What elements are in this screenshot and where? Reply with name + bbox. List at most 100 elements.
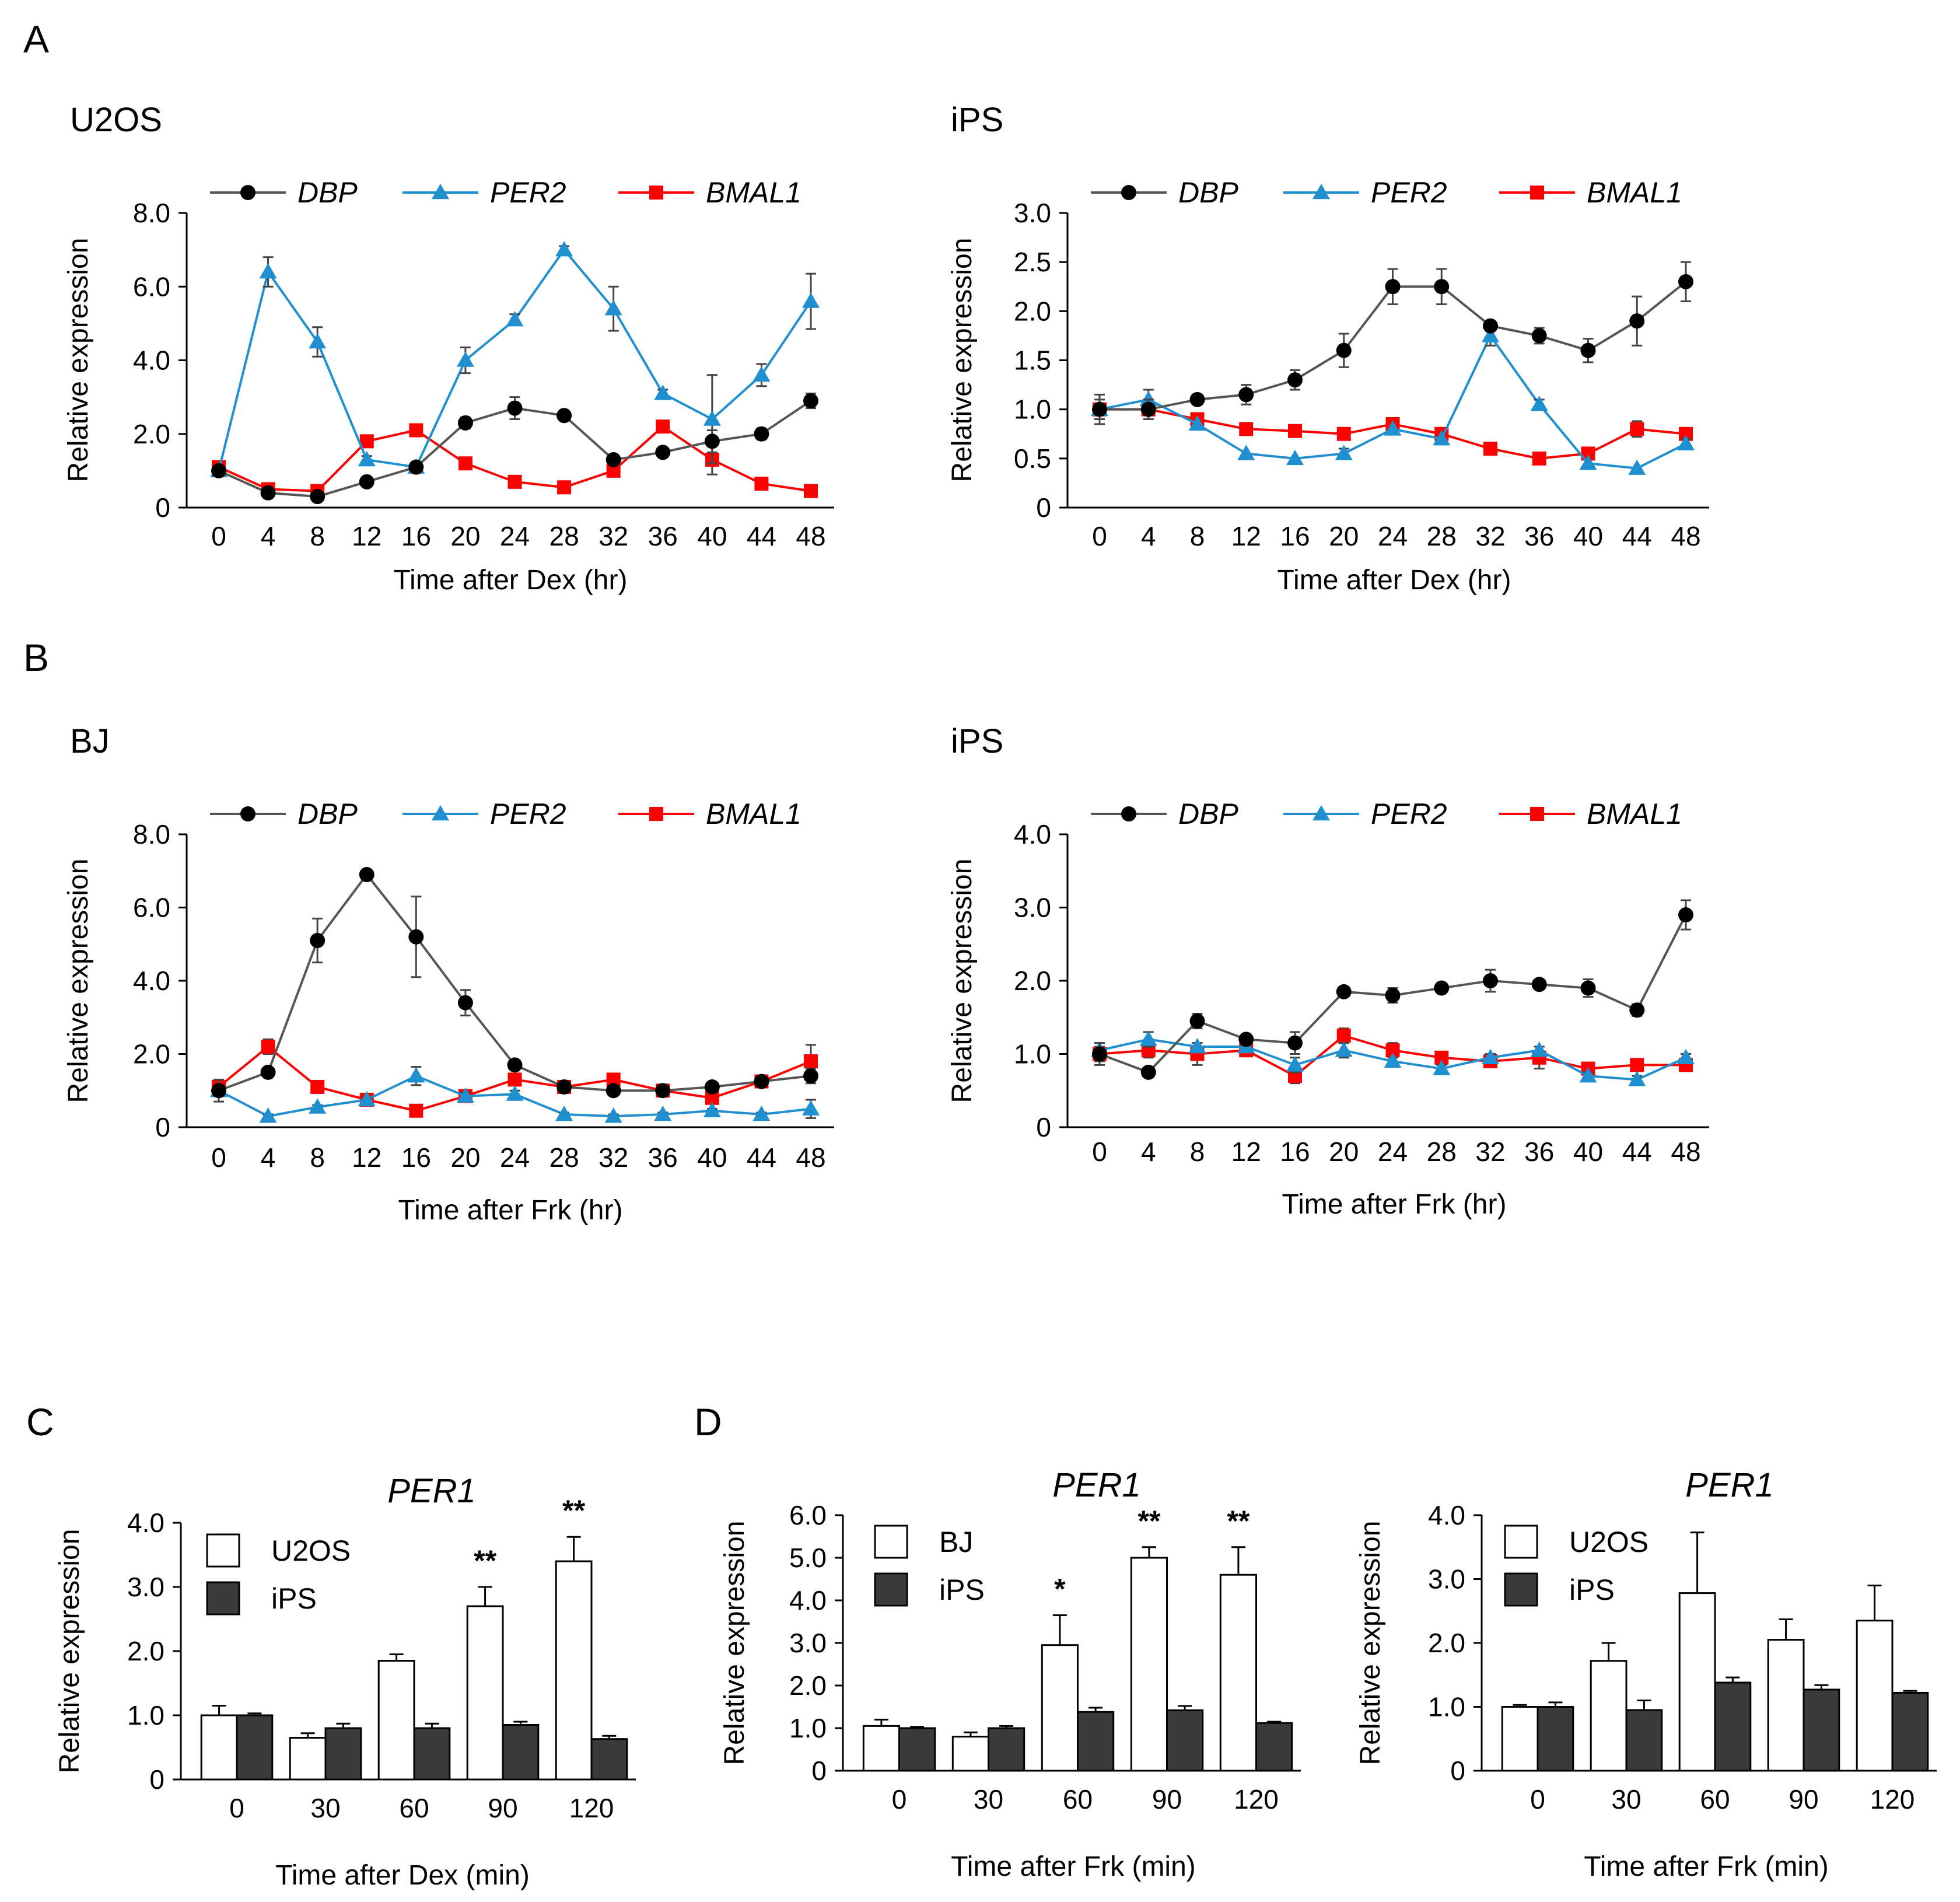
data-point-dbp bbox=[1238, 1032, 1254, 1047]
data-point-dbp bbox=[1336, 984, 1352, 999]
x-tick-label: 60 bbox=[1700, 1784, 1730, 1814]
x-tick-label: 44 bbox=[1622, 521, 1652, 551]
data-point-per2 bbox=[654, 1106, 672, 1121]
data-point-per2 bbox=[407, 1067, 425, 1083]
x-tick-label: 28 bbox=[549, 1142, 579, 1173]
x-tick-label: 32 bbox=[598, 521, 628, 551]
y-tick-label: 2.5 bbox=[1014, 247, 1051, 277]
y-tick-label: 0 bbox=[149, 1764, 164, 1795]
data-point-bmal1 bbox=[1483, 442, 1497, 456]
x-tick-label: 30 bbox=[310, 1793, 340, 1823]
bar-bj bbox=[862, 1725, 901, 1772]
legend-label-u2os: U2OS bbox=[1569, 1526, 1648, 1558]
y-tick-label: 4.0 bbox=[127, 1508, 164, 1538]
x-tick-label: 32 bbox=[1475, 521, 1505, 551]
data-point-per2 bbox=[456, 1087, 474, 1103]
legend-label-per2: PER2 bbox=[1371, 798, 1447, 830]
bar-ips bbox=[1077, 1711, 1115, 1772]
x-tick-label: 120 bbox=[1234, 1784, 1279, 1814]
x-axis-title: Time after Dex (min) bbox=[275, 1860, 530, 1891]
x-tick-label: 0 bbox=[211, 1142, 226, 1173]
legend-marker-per2 bbox=[1312, 805, 1330, 821]
y-tick-label: 0 bbox=[155, 1112, 170, 1142]
significance-marker: ** bbox=[1138, 1505, 1160, 1537]
y-tick-label: 0.5 bbox=[1014, 443, 1051, 474]
bar-ips bbox=[1803, 1688, 1840, 1772]
significance-marker: ** bbox=[562, 1494, 585, 1527]
data-point-bmal1 bbox=[754, 476, 769, 491]
x-tick-label: 36 bbox=[1524, 1137, 1554, 1167]
data-point-dbp bbox=[507, 1057, 523, 1073]
data-point-per2 bbox=[1677, 435, 1695, 450]
x-tick-label: 16 bbox=[401, 1142, 431, 1173]
y-tick-label: 3.0 bbox=[1428, 1564, 1465, 1595]
y-tick-label: 8.0 bbox=[133, 819, 170, 849]
legend-marker-bmal1 bbox=[1530, 186, 1544, 200]
legend-label-bmal1: BMAL1 bbox=[1587, 798, 1682, 830]
legend-marker-dbp bbox=[240, 806, 256, 821]
series-per2 bbox=[1091, 325, 1695, 475]
panel-label-c: C bbox=[26, 1400, 54, 1443]
data-point-per2 bbox=[1286, 1056, 1304, 1072]
x-tick-label: 12 bbox=[1231, 1137, 1261, 1167]
data-point-per2 bbox=[358, 450, 376, 467]
data-point-dbp bbox=[556, 408, 572, 424]
data-point-bmal1 bbox=[656, 419, 670, 434]
x-tick-label: 30 bbox=[1611, 1784, 1641, 1814]
x-tick-label: 90 bbox=[1152, 1784, 1182, 1814]
y-tick-label: 4.0 bbox=[1014, 819, 1051, 849]
legend-swatch-ips bbox=[1504, 1572, 1538, 1607]
legend-label-ips: iPS bbox=[1569, 1574, 1615, 1606]
x-axis-title: Time after Frk (hr) bbox=[398, 1195, 623, 1226]
data-point-dbp bbox=[1140, 401, 1156, 417]
x-tick-label: 8 bbox=[310, 1142, 325, 1173]
data-point-bmal1 bbox=[409, 423, 424, 438]
x-tick-label: 24 bbox=[500, 521, 530, 551]
data-point-dbp bbox=[1092, 401, 1107, 417]
bar-u2os bbox=[377, 1660, 415, 1781]
y-tick-label: 2.0 bbox=[1428, 1628, 1465, 1658]
bar-bj bbox=[1130, 1557, 1168, 1772]
legend-swatch-u2os bbox=[1504, 1525, 1538, 1559]
x-tick-label: 8 bbox=[1190, 1137, 1205, 1167]
data-point-dbp bbox=[606, 1083, 621, 1099]
x-tick-label: 0 bbox=[1092, 521, 1107, 551]
legend-marker-per2 bbox=[432, 805, 449, 821]
legend-label-dbp: DBP bbox=[1178, 798, 1238, 830]
y-tick-label: 2.0 bbox=[133, 1039, 170, 1069]
series-bmal1 bbox=[212, 1038, 818, 1118]
panel-label-d: D bbox=[694, 1400, 722, 1443]
x-tick-label: 36 bbox=[648, 1142, 678, 1173]
data-point-per2 bbox=[604, 1107, 622, 1123]
x-tick-label: 0 bbox=[211, 521, 226, 551]
line-chart-B-iPS: iPS 0 1.0 2.0 3.0 4.0 Time after Frk (hr) Relat… bbox=[947, 722, 1709, 1220]
data-point-bmal1 bbox=[804, 484, 818, 498]
legend-label-per2: PER2 bbox=[1371, 176, 1447, 209]
bar-u2os bbox=[200, 1714, 238, 1781]
x-tick-label: 44 bbox=[747, 1142, 776, 1173]
x-tick-label: 16 bbox=[1280, 521, 1310, 551]
x-tick-label: 60 bbox=[399, 1793, 429, 1823]
x-tick-label: 28 bbox=[1427, 521, 1457, 551]
bar-ips bbox=[236, 1714, 274, 1781]
legend-label-per2: PER2 bbox=[490, 176, 566, 209]
data-point-dbp bbox=[408, 929, 424, 945]
legend-marker-bmal1 bbox=[1530, 807, 1544, 821]
data-point-dbp bbox=[803, 1068, 818, 1084]
y-tick-label: 3.0 bbox=[127, 1572, 164, 1602]
data-point-per2 bbox=[1237, 445, 1255, 460]
data-point-dbp bbox=[754, 426, 769, 442]
data-point-dbp bbox=[211, 463, 226, 478]
x-tick-label: 0 bbox=[1530, 1784, 1545, 1814]
data-point-bmal1 bbox=[409, 1103, 424, 1118]
bar-ips bbox=[988, 1727, 1026, 1772]
data-point-bmal1 bbox=[1239, 422, 1254, 436]
data-point-dbp bbox=[310, 932, 326, 948]
x-tick-label: 20 bbox=[450, 1142, 480, 1173]
data-point-dbp bbox=[803, 393, 818, 408]
bar-bj bbox=[1219, 1574, 1258, 1772]
data-point-dbp bbox=[1580, 342, 1596, 358]
data-point-per2 bbox=[555, 241, 573, 257]
legend-label-per2: PER2 bbox=[490, 798, 566, 830]
legend-swatch-ips bbox=[206, 1581, 240, 1616]
